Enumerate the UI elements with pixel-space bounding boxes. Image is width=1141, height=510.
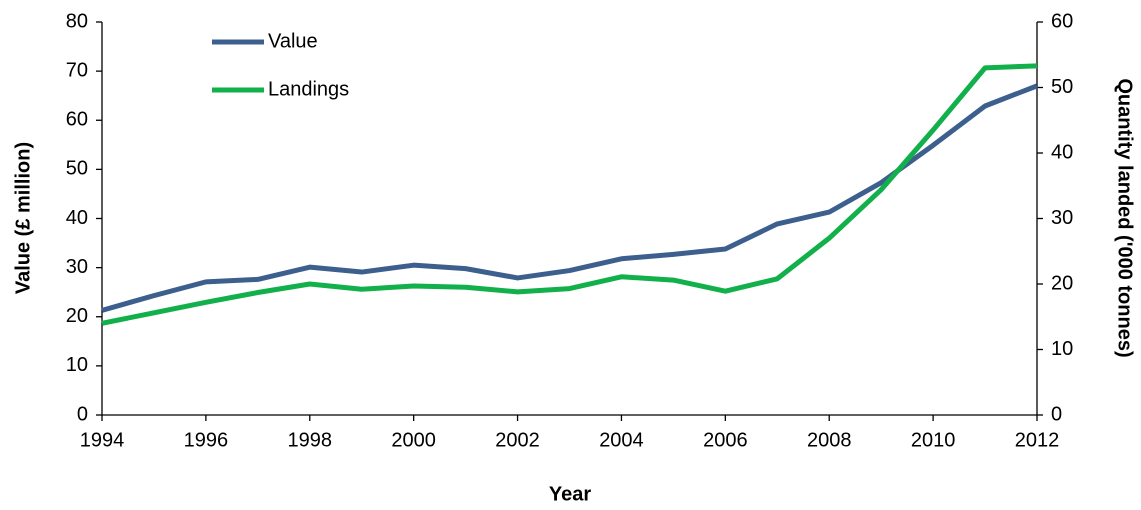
- y-axis-title: Value (£ million): [12, 142, 34, 294]
- y2-tick-label: 50: [1051, 76, 1073, 98]
- x-tick-label: 1998: [288, 429, 333, 451]
- x-axis-title: Year: [549, 483, 591, 505]
- y2-tick-label: 20: [1051, 272, 1073, 294]
- y-tick-label: 40: [66, 207, 88, 229]
- y-tick-label: 20: [66, 305, 88, 327]
- y-tick-label: 10: [66, 354, 88, 376]
- y2-tick-label: 30: [1051, 207, 1073, 229]
- x-tick-label: 1996: [184, 429, 229, 451]
- y2-tick-label: 10: [1051, 338, 1073, 360]
- y2-tick-label: 60: [1051, 10, 1073, 32]
- y-tick-label: 30: [66, 256, 88, 278]
- y2-axis-title: Quantity landed ('000 tonnes): [1114, 78, 1136, 357]
- x-tick-label: 1994: [80, 429, 125, 451]
- x-tick-label: 2000: [391, 429, 436, 451]
- y-tick-label: 50: [66, 158, 88, 180]
- x-tick-label: 2006: [703, 429, 748, 451]
- y-tick-label: 60: [66, 109, 88, 131]
- y2-tick-label: 40: [1051, 141, 1073, 163]
- x-tick-label: 2012: [1015, 429, 1060, 451]
- x-tick-label: 2008: [807, 429, 852, 451]
- x-tick-label: 2004: [599, 429, 644, 451]
- legend-label: Value: [268, 30, 318, 52]
- y-tick-label: 70: [66, 59, 88, 81]
- x-tick-label: 2010: [911, 429, 956, 451]
- legend-label: Landings: [268, 78, 349, 100]
- y2-tick-label: 0: [1051, 403, 1062, 425]
- y-tick-label: 80: [66, 10, 88, 32]
- series-line: [101, 83, 1038, 313]
- series-line: [101, 63, 1038, 326]
- y-tick-label: 0: [77, 403, 88, 425]
- x-tick-label: 2002: [495, 429, 540, 451]
